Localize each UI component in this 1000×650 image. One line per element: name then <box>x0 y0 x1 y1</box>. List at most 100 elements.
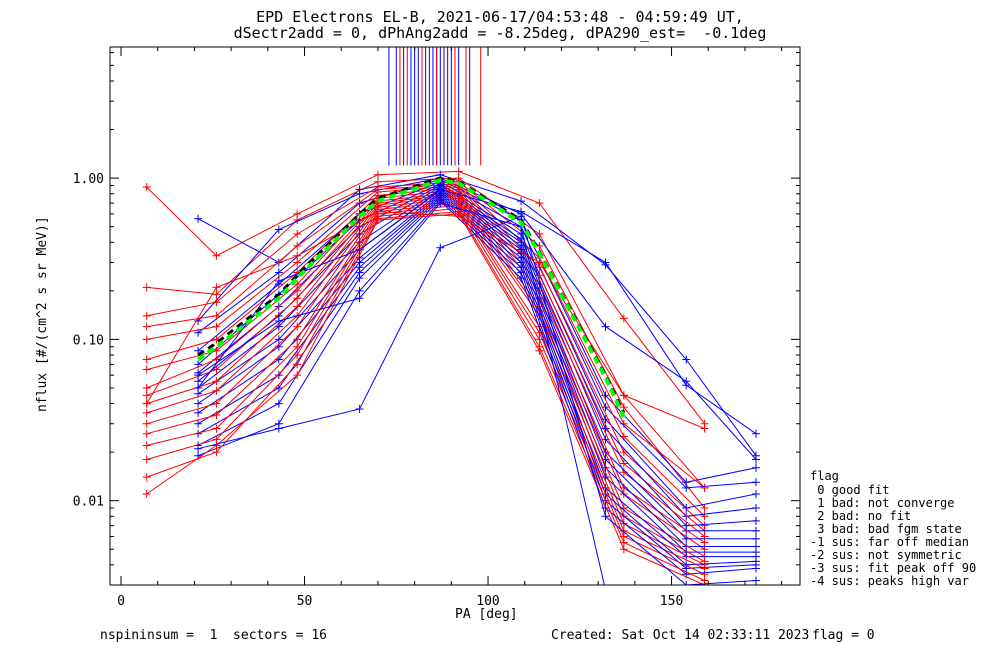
data-point <box>142 489 151 498</box>
data-point <box>212 311 221 320</box>
data-point <box>293 294 302 303</box>
data-point <box>751 516 760 525</box>
data-point <box>293 335 302 344</box>
series-line <box>197 188 756 532</box>
data-point <box>142 383 151 392</box>
data-point <box>535 346 544 355</box>
data-point <box>752 591 760 599</box>
legend-item: -2 sus: not symmetric <box>810 548 962 562</box>
series-line <box>146 204 705 569</box>
data-point <box>212 424 221 433</box>
data-point <box>142 441 151 450</box>
data-point <box>142 408 151 417</box>
data-point <box>373 170 382 179</box>
y-tick-label: 0.10 <box>73 333 104 348</box>
data-point <box>436 185 445 194</box>
data-point <box>274 371 283 380</box>
series-line <box>146 193 705 543</box>
data-point <box>355 405 364 414</box>
x-axis-label: PA [deg] <box>455 607 518 622</box>
data-point <box>274 317 283 326</box>
series-line <box>197 193 756 553</box>
legend-item: 0 good fit <box>810 483 890 497</box>
data-point <box>751 534 760 543</box>
data-point <box>142 283 151 292</box>
legend-item: -3 sus: fit peak off 90 <box>810 561 977 575</box>
data-point <box>212 322 221 331</box>
data-point <box>212 298 221 307</box>
data-point <box>751 478 760 487</box>
data-point <box>293 241 302 250</box>
data-point <box>194 399 203 408</box>
series-line <box>146 211 705 581</box>
data-point <box>293 258 302 267</box>
data-point <box>535 328 544 337</box>
footer-created: Created: Sat Oct 14 02:33:11 2023 <box>551 628 810 643</box>
series-line <box>146 197 705 558</box>
data-point <box>293 280 302 289</box>
legend-item: -4 sus: peaks high var <box>810 574 969 588</box>
data-point <box>601 424 610 433</box>
data-point <box>517 274 526 283</box>
data-point <box>274 268 283 277</box>
data-point <box>454 212 463 221</box>
data-point <box>293 360 302 369</box>
data-point <box>355 189 364 198</box>
data-point <box>142 429 151 438</box>
data-point <box>293 342 302 351</box>
data-point <box>601 258 610 267</box>
series-line <box>146 191 705 537</box>
data-point <box>212 283 221 292</box>
data-point <box>355 199 364 208</box>
data-point <box>454 167 463 176</box>
series-line <box>146 170 705 425</box>
data-point <box>751 576 760 585</box>
chart-title-line1: EPD Electrons EL-B, 2021-06-17/04:53:48 … <box>256 8 744 26</box>
data-point <box>682 504 691 513</box>
legend-item: -1 sus: far off median <box>810 535 969 549</box>
data-point <box>619 459 628 468</box>
footer-nspininsum: nspininsum = 1 sectors = 16 <box>100 628 327 643</box>
data-point <box>751 429 760 438</box>
series-line <box>197 178 757 483</box>
data-point <box>700 483 709 492</box>
data-point <box>212 410 221 419</box>
footer-flag: flag = 0 <box>812 628 875 643</box>
data-point <box>535 199 544 208</box>
legend-header: flag <box>810 469 839 483</box>
data-point <box>700 504 709 513</box>
chart-title-line2: dSectr2add = 0, dPhAng2add = -8.25deg, d… <box>233 24 767 42</box>
data-point <box>517 207 526 216</box>
data-point <box>142 322 151 331</box>
data-point <box>212 365 221 374</box>
data-point <box>751 455 760 464</box>
median-curve <box>196 178 626 418</box>
data-point <box>142 473 151 482</box>
series-line <box>197 194 756 558</box>
data-point <box>142 183 151 192</box>
series-line <box>146 213 705 585</box>
x-tick-label: 50 <box>297 594 313 609</box>
data-point <box>535 258 544 267</box>
data-point <box>194 383 203 392</box>
data-point <box>751 504 760 513</box>
series-line <box>197 215 757 585</box>
data-point <box>436 243 445 252</box>
data-point <box>142 399 151 408</box>
legend-item: 3 bad: bad fgm state <box>810 522 962 536</box>
data-point <box>142 311 151 320</box>
y-tick-label: 0.01 <box>73 495 104 510</box>
x-tick-label: 150 <box>660 594 683 609</box>
data-point <box>293 302 302 311</box>
data-point <box>619 314 628 323</box>
data-point <box>751 526 760 535</box>
data-point <box>293 251 302 260</box>
series-line <box>146 194 705 550</box>
series-line <box>146 202 705 566</box>
data-point <box>142 419 151 428</box>
data-point <box>619 419 628 428</box>
plot-area <box>142 47 760 599</box>
series-line <box>197 202 605 585</box>
series-line <box>197 200 757 575</box>
data-point <box>355 294 364 303</box>
